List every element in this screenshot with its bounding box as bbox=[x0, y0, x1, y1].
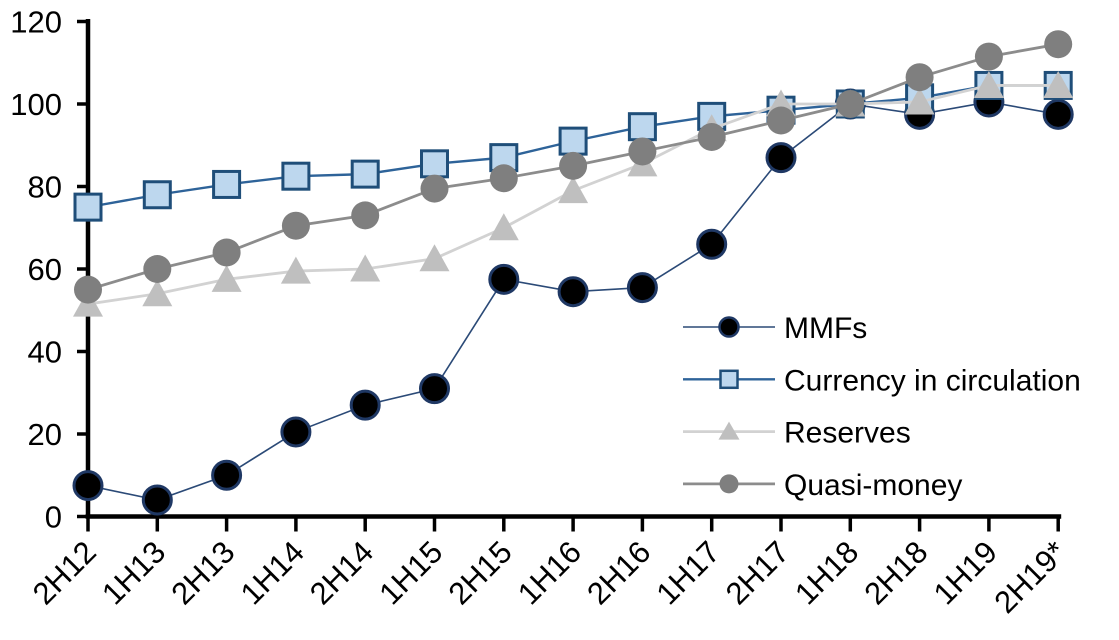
series-quasi-money-point bbox=[489, 164, 518, 193]
series-mmfs-point bbox=[1042, 98, 1074, 130]
x-axis-tick-label: 1H15 bbox=[372, 534, 449, 611]
x-axis-tick-label: 2H15 bbox=[442, 534, 519, 611]
series-quasi-money-point bbox=[74, 275, 102, 304]
series-reserves-point bbox=[1043, 70, 1074, 98]
legend-mmfs-marker-icon bbox=[718, 316, 740, 338]
series-mmfs-point bbox=[349, 389, 381, 421]
series-currency-in-circulation-point bbox=[350, 159, 380, 189]
series-quasi-money-point bbox=[212, 238, 241, 267]
series-reserves-point bbox=[142, 279, 173, 307]
x-axis-tick-label: 2H17 bbox=[719, 534, 796, 611]
y-axis-tick-label: 20 bbox=[28, 417, 62, 452]
series-mmfs-point bbox=[141, 484, 173, 516]
series-quasi-money-point bbox=[628, 137, 657, 166]
y-axis-tick-label: 100 bbox=[10, 87, 62, 122]
x-axis-tick-label: 2H19* bbox=[987, 534, 1073, 620]
y-axis-tick-label: 0 bbox=[45, 499, 62, 534]
legend-mmfs-label: MMFs bbox=[784, 312, 867, 345]
series-mmfs-point bbox=[280, 416, 312, 448]
series-reserves-point bbox=[558, 176, 589, 204]
series-reserves-point bbox=[973, 70, 1004, 98]
legend-reserves-marker-icon bbox=[718, 421, 740, 440]
series-quasi-money-point bbox=[351, 201, 380, 230]
series-quasi-money-point bbox=[281, 211, 310, 240]
legend-quasi-money-marker-icon bbox=[719, 474, 739, 494]
series-currency-in-circulation-point bbox=[73, 192, 103, 222]
series-quasi-money-point bbox=[143, 255, 172, 283]
series-currency-in-circulation-point bbox=[420, 149, 449, 179]
series-mmfs-point bbox=[419, 373, 450, 405]
series-quasi-money-point bbox=[836, 90, 865, 118]
series-quasi-money-point bbox=[974, 42, 1003, 71]
series-quasi-money-point bbox=[420, 174, 449, 203]
y-axis-tick-label: 40 bbox=[28, 334, 62, 369]
y-axis-tick-label: 60 bbox=[28, 252, 62, 287]
series-quasi-money-point bbox=[1044, 30, 1073, 59]
x-axis-tick-label: 1H16 bbox=[511, 534, 588, 611]
y-axis-tick-label: 120 bbox=[10, 4, 62, 39]
series-currency-in-circulation-point bbox=[281, 161, 311, 191]
series-quasi-money-point bbox=[697, 123, 726, 151]
legend-quasi-money-label: Quasi-money bbox=[784, 469, 962, 502]
x-axis-tick-label: 2H16 bbox=[580, 534, 657, 611]
series-reserves-point bbox=[904, 87, 935, 115]
series-mmfs-point bbox=[696, 228, 728, 260]
series-mmfs-point bbox=[765, 142, 797, 174]
series-currency-in-circulation-point bbox=[558, 126, 588, 156]
series-reserves-point bbox=[488, 213, 519, 241]
series-currency-in-circulation-point bbox=[212, 169, 242, 199]
x-axis-tick-label: 2H18 bbox=[857, 534, 934, 611]
series-quasi-money-point bbox=[559, 151, 588, 180]
series-mmfs-point bbox=[488, 263, 520, 295]
series-reserves-point bbox=[211, 264, 242, 292]
x-axis-tick-label: 1H14 bbox=[234, 534, 311, 611]
series-mmfs-point bbox=[72, 470, 104, 502]
x-axis-tick-label: 2H13 bbox=[164, 534, 241, 611]
series-mmfs-point bbox=[626, 272, 658, 304]
x-axis-tick-label: 2H14 bbox=[303, 534, 380, 611]
series-quasi-money-point bbox=[767, 106, 795, 135]
series-reserves-point bbox=[350, 254, 381, 282]
legend-reserves-label: Reserves bbox=[784, 417, 911, 450]
legend-currency-in-circulation-marker-icon bbox=[719, 369, 739, 390]
series-currency-in-circulation-point bbox=[627, 112, 657, 142]
series-reserves-point bbox=[280, 256, 311, 284]
series-mmfs-point bbox=[557, 276, 589, 308]
x-axis-tick-label: 1H17 bbox=[649, 534, 726, 611]
x-axis-tick-label: 1H18 bbox=[788, 534, 865, 611]
series-currency-in-circulation-point bbox=[142, 180, 172, 210]
x-axis-tick-label: 1H13 bbox=[95, 534, 172, 611]
series-quasi-money-point bbox=[905, 63, 934, 92]
x-axis-tick-label: 2H12 bbox=[26, 534, 103, 611]
y-axis-tick-label: 80 bbox=[28, 169, 62, 204]
legend-currency-in-circulation-label: Currency in circulation bbox=[784, 364, 1081, 397]
series-mmfs-point bbox=[211, 459, 243, 491]
series-reserves-point bbox=[419, 244, 450, 272]
